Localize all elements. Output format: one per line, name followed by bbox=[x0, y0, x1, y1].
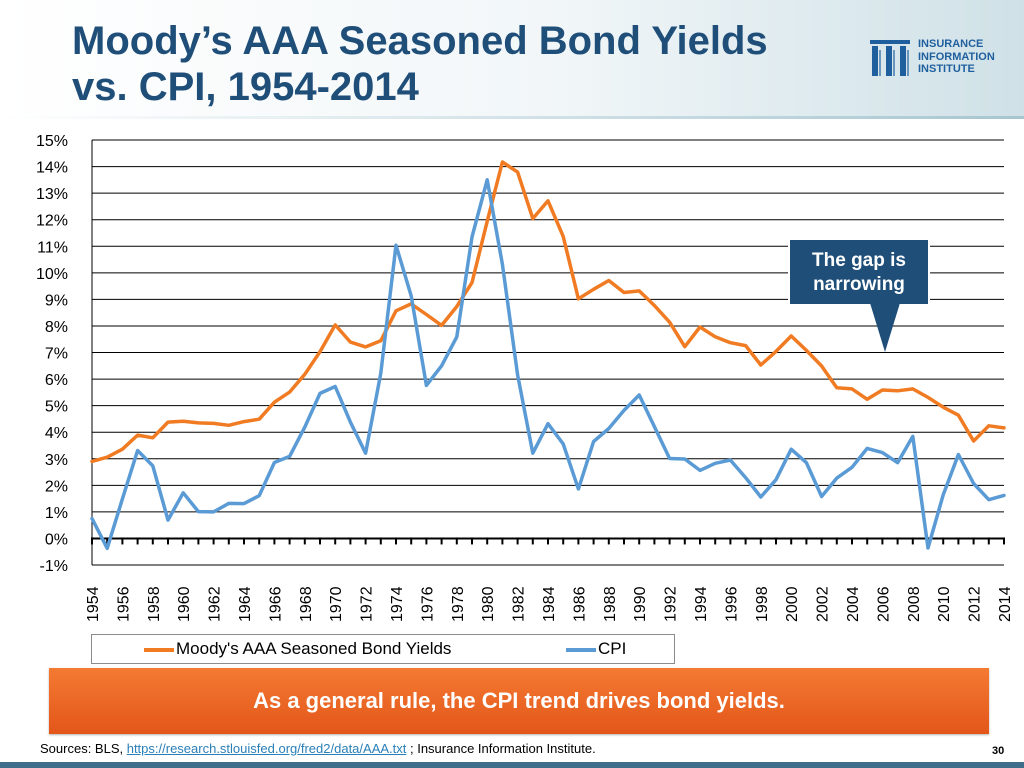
x-tick-label: 2004 bbox=[845, 586, 862, 622]
y-tick-label: 1% bbox=[45, 505, 68, 522]
axes: 15% 14% 13% 12% 11% 10% 9% 8% 7% 6% 5% 4% 3% 2% 1% 0% -1… bbox=[36, 133, 1014, 622]
y-tick-label: 11% bbox=[37, 239, 68, 256]
y-tick-label: 9% bbox=[45, 292, 68, 309]
x-tick-label: 1974 bbox=[389, 586, 406, 622]
callout-box: The gap is narrowing bbox=[788, 238, 930, 352]
x-tick-label: 1986 bbox=[571, 586, 588, 622]
x-tick-label: 2000 bbox=[784, 586, 801, 622]
header-band bbox=[0, 0, 1024, 118]
takeaway-banner: As a general rule, the CPI trend drives … bbox=[49, 668, 989, 734]
x-tick-label: 1984 bbox=[541, 586, 558, 622]
y-tick-label: 5% bbox=[45, 399, 68, 416]
x-tick-label: 2014 bbox=[997, 586, 1014, 622]
callout-background bbox=[788, 238, 930, 306]
x-tick-label: 1970 bbox=[328, 586, 345, 622]
takeaway-text: As a general rule, the CPI trend drives … bbox=[253, 688, 785, 713]
x-tick-label: 2006 bbox=[875, 586, 892, 622]
y-tick-label: 6% bbox=[45, 372, 68, 389]
y-tick-label: 0% bbox=[45, 531, 68, 548]
y-tick-label: 10% bbox=[36, 266, 68, 283]
page-title: Moody’s AAA Seasoned Bond Yields vs. CPI… bbox=[72, 18, 768, 110]
x-tick-label: 1990 bbox=[632, 586, 649, 622]
x-tick-label: 2002 bbox=[815, 586, 832, 622]
series-line-cpi bbox=[90, 178, 1006, 551]
series-line-bond-yields bbox=[90, 160, 1006, 464]
x-tick-label: 1958 bbox=[146, 586, 163, 622]
series-lines bbox=[90, 160, 1006, 551]
y-tick-label: 4% bbox=[45, 425, 68, 442]
x-tick-label: 1978 bbox=[450, 586, 467, 622]
x-tick-label: 1992 bbox=[663, 586, 680, 622]
x-tick-label: 2008 bbox=[906, 586, 923, 622]
x-tick-label: 1998 bbox=[754, 586, 771, 622]
x-tick-label: 1966 bbox=[267, 586, 284, 622]
x-tick-label: 1962 bbox=[207, 586, 224, 622]
callout-line-1: The gap is bbox=[812, 250, 906, 271]
callout-pointer bbox=[870, 303, 900, 352]
x-tick-label: 2012 bbox=[967, 586, 984, 622]
legend-item-bond-yields: Moody's AAA Seasoned Bond Yields bbox=[144, 638, 451, 660]
logo-line-3: INSTITUTE bbox=[918, 63, 975, 75]
x-tick-label: 1954 bbox=[85, 586, 102, 622]
x-tick-label: 1980 bbox=[480, 586, 497, 622]
x-tick-label: 1994 bbox=[693, 586, 710, 622]
x-tick-label: 1976 bbox=[419, 586, 436, 622]
y-tick-label: -1% bbox=[40, 558, 68, 575]
x-tick-label: 1964 bbox=[237, 586, 254, 622]
x-tick-label: 1988 bbox=[602, 586, 619, 622]
x-tick-label: 1996 bbox=[723, 586, 740, 622]
legend-swatch-bond-yields bbox=[144, 647, 174, 652]
y-tick-label: 2% bbox=[45, 478, 68, 495]
title-line-1: Moody’s AAA Seasoned Bond Yields bbox=[72, 19, 768, 63]
iii-logo-icon bbox=[870, 40, 910, 76]
legend-label-bond-yields: Moody's AAA Seasoned Bond Yields bbox=[176, 639, 452, 658]
chart-legend: Moody's AAA Seasoned Bond Yields CPI bbox=[91, 634, 675, 664]
sources-prefix: Sources: BLS, bbox=[40, 741, 127, 756]
sources-note: Sources: BLS, https://research.stlouisfe… bbox=[40, 741, 596, 756]
y-tick-label: 3% bbox=[45, 452, 68, 469]
y-tick-label: 8% bbox=[45, 319, 68, 336]
legend-label-cpi: CPI bbox=[598, 639, 627, 658]
y-tick-label: 12% bbox=[36, 213, 68, 230]
y-tick-label: 14% bbox=[36, 160, 68, 177]
logo-line-1: INSURANCE bbox=[918, 38, 984, 50]
y-tick-label: 13% bbox=[36, 186, 68, 203]
bond-yields-cpi-chart: 15% 14% 13% 12% 11% 10% 9% 8% 7% 6% 5% 4% 3% 2% 1% 0% -1… bbox=[36, 133, 1014, 622]
sources-link[interactable]: https://research.stlouisfed.org/fred2/da… bbox=[126, 741, 407, 756]
legend-swatch-cpi bbox=[566, 647, 596, 652]
logo-line-2: INFORMATION bbox=[918, 50, 995, 63]
x-tick-label: 1982 bbox=[511, 586, 528, 622]
x-tick-label: 1972 bbox=[359, 586, 376, 622]
title-line-2: vs. CPI, 1954-2014 bbox=[72, 65, 419, 109]
sources-suffix: ; Insurance Information Institute. bbox=[406, 741, 596, 756]
x-tick-label: 1956 bbox=[115, 586, 132, 622]
x-tick-label: 1968 bbox=[298, 586, 315, 622]
footer-bar bbox=[0, 762, 1024, 768]
callout-line-2: narrowing bbox=[813, 274, 905, 295]
x-tick-label: 1960 bbox=[176, 586, 193, 622]
legend-item-cpi: CPI bbox=[566, 638, 626, 660]
insurance-information-institute-logo: INSURANCE INFORMATION INSTITUTE bbox=[868, 38, 1018, 80]
header-divider bbox=[0, 116, 1024, 119]
y-tick-label: 7% bbox=[45, 346, 68, 363]
y-tick-label: 15% bbox=[36, 133, 68, 150]
page-number: 30 bbox=[992, 745, 1005, 757]
x-tick-label: 2010 bbox=[936, 586, 953, 622]
